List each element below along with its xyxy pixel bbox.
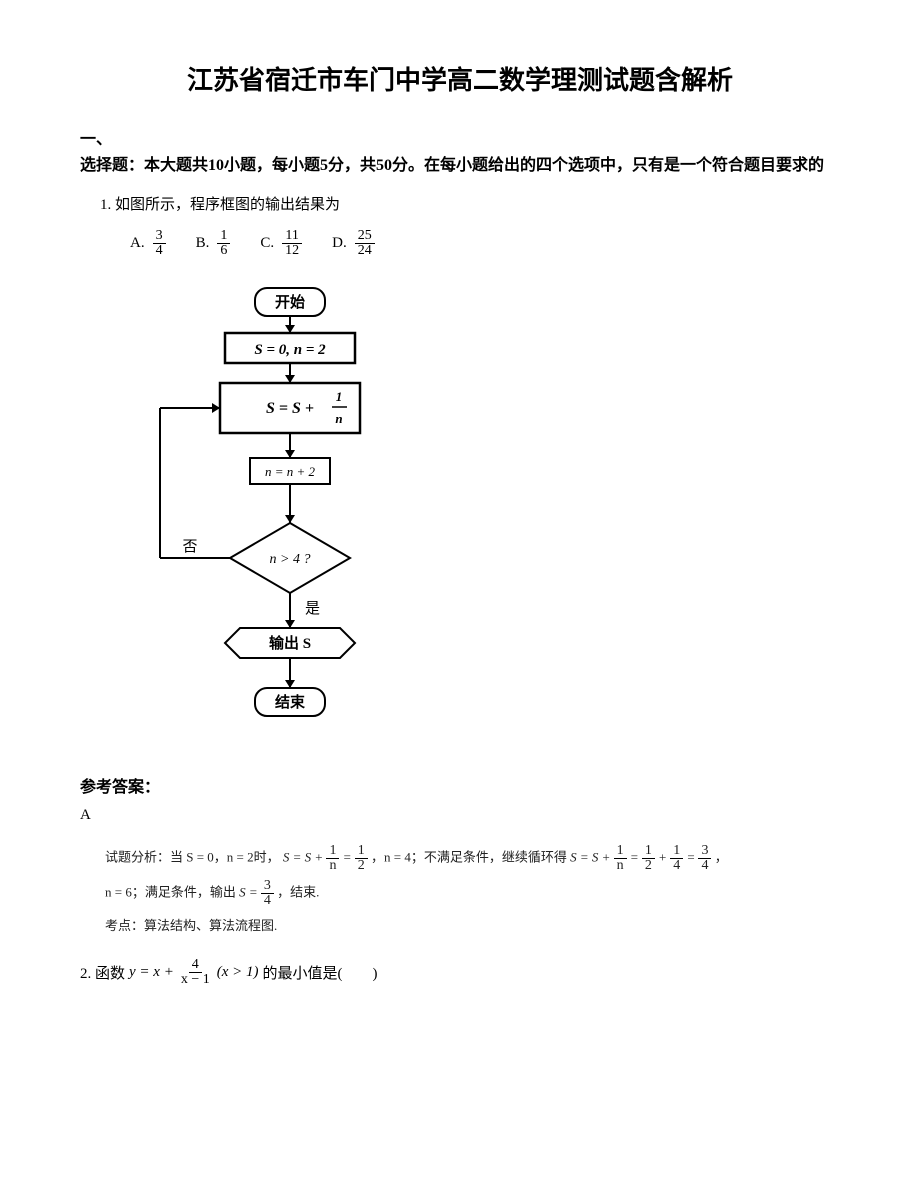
answer-value: A [80, 807, 840, 824]
section-num: 一、 [80, 131, 112, 148]
option-a-label: A. [130, 235, 145, 252]
option-c: C. 11 12 [260, 229, 302, 258]
option-b-fraction: 1 6 [217, 229, 230, 258]
flowchart-diagram: 开始 S = 0, n = 2 S = S + 1 n n = n + 2 n … [140, 283, 840, 748]
svg-text:1: 1 [336, 389, 343, 404]
svg-text:n = n + 2: n = n + 2 [265, 464, 316, 479]
option-d: D. 25 24 [332, 229, 375, 258]
flowchart-start: 开始 [275, 293, 305, 311]
question-1-text: 1. 如图所示，程序框图的输出结果为 [100, 193, 840, 214]
analysis-line-1: 试题分析：当 S = 0，n = 2时， S = S + 1n = 12 ，n … [105, 844, 840, 873]
q2-formula-cond: (x > 1) [217, 964, 259, 981]
page-title: 江苏省宿迁市车门中学高二数学理测试题含解析 [80, 60, 840, 97]
question-1-options: A. 3 4 B. 1 6 C. 11 12 D. 25 24 [130, 229, 840, 258]
flowchart-output: 输出 S [269, 634, 311, 652]
analysis-line-3: 考点：算法结构、算法流程图. [105, 914, 840, 937]
q2-formula-fraction: 4 x − 1 [178, 958, 213, 987]
flowchart-end: 结束 [275, 693, 306, 711]
flowchart-no-label: 否 [182, 539, 197, 555]
svg-text:n: n [335, 411, 342, 426]
section-desc: 选择题：本大题共10小题，每小题5分，共50分。在每小题给出的四个选项中，只有是… [80, 157, 824, 174]
option-a: A. 3 4 [130, 229, 166, 258]
option-d-fraction: 25 24 [355, 229, 375, 258]
svg-text:S = S +: S = S + [266, 400, 314, 417]
option-c-label: C. [260, 235, 274, 252]
svg-text:S = 0, n = 2: S = 0, n = 2 [254, 342, 326, 358]
section-1-heading: 一、 选择题：本大题共10小题，每小题5分，共50分。在每小题给出的四个选项中，… [80, 127, 840, 178]
answer-label: 参考答案： [80, 773, 840, 797]
option-c-fraction: 11 12 [282, 229, 302, 258]
q2-prefix: 2. 函数 [80, 962, 125, 983]
option-a-fraction: 3 4 [153, 229, 166, 258]
q2-formula-a: y = x + [129, 964, 174, 981]
analysis-block: 试题分析：当 S = 0，n = 2时， S = S + 1n = 12 ，n … [105, 844, 840, 937]
option-b: B. 1 6 [196, 229, 231, 258]
q2-suffix: 的最小值是( ) [263, 962, 378, 983]
flowchart-svg: 开始 S = 0, n = 2 S = S + 1 n n = n + 2 n … [140, 283, 410, 743]
option-b-label: B. [196, 235, 210, 252]
analysis-line-2: n = 6；满足条件，输出 S = 34 ，结束. [105, 879, 840, 908]
option-d-label: D. [332, 235, 347, 252]
svg-text:n > 4 ?: n > 4 ? [270, 552, 311, 567]
flowchart-yes-label: 是 [305, 601, 320, 617]
question-2: 2. 函数 y = x + 4 x − 1 (x > 1) 的最小值是( ) [80, 958, 840, 987]
